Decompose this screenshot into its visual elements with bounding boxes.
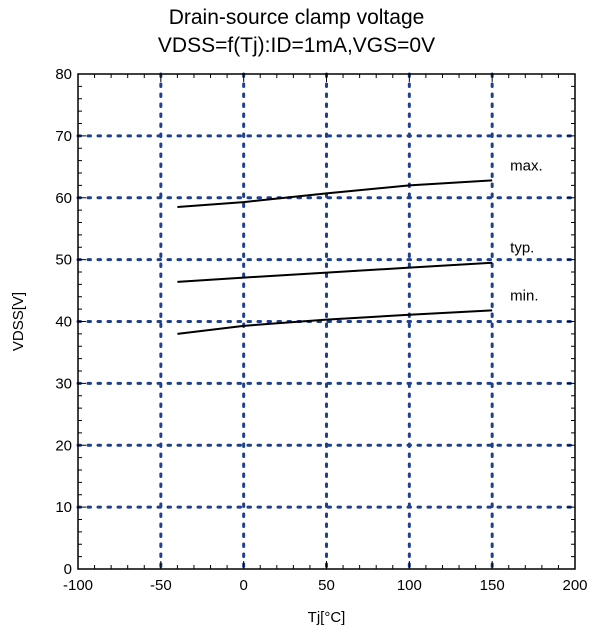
x-tick-label: 100: [397, 577, 422, 594]
y-tick-label: 70: [55, 128, 72, 145]
chart-subtitle: VDSS=f(Tj):ID=1mA,VGS=0V: [157, 34, 436, 57]
plot-frame: [77, 73, 576, 570]
y-tick-label: 60: [55, 190, 72, 207]
y-tick-label: 30: [55, 375, 72, 392]
x-tick-label: 50: [318, 577, 335, 594]
x-tick-label: 0: [239, 577, 247, 594]
series-line-max: [177, 179, 493, 209]
y-axis-label: VDSS[V]: [10, 292, 27, 351]
series-label-max: max.: [510, 157, 543, 174]
series-label-bg: [506, 286, 547, 306]
chart-title: Drain-source clamp voltage: [168, 6, 425, 29]
x-tick-label: 200: [562, 577, 587, 594]
x-tick-label: -100: [63, 577, 93, 594]
x-tick-label: 150: [480, 577, 505, 594]
y-tick-label: 20: [55, 437, 72, 454]
y-tick-label: 50: [55, 252, 72, 269]
x-axis-label: Tj[°C]: [308, 609, 346, 626]
x-tick-label: -50: [150, 577, 172, 594]
y-tick-label: 10: [55, 499, 72, 516]
series-label-min: min.: [510, 287, 538, 304]
y-tick-label: 40: [55, 314, 72, 331]
series-line-min: [177, 309, 493, 335]
series-label-typ: typ.: [510, 240, 534, 257]
series-label-bg: [506, 238, 547, 258]
series-line-typ: [177, 261, 493, 283]
series-label-bg: [506, 156, 547, 176]
y-tick-label: 0: [64, 561, 72, 578]
y-tick-label: 80: [55, 66, 72, 83]
